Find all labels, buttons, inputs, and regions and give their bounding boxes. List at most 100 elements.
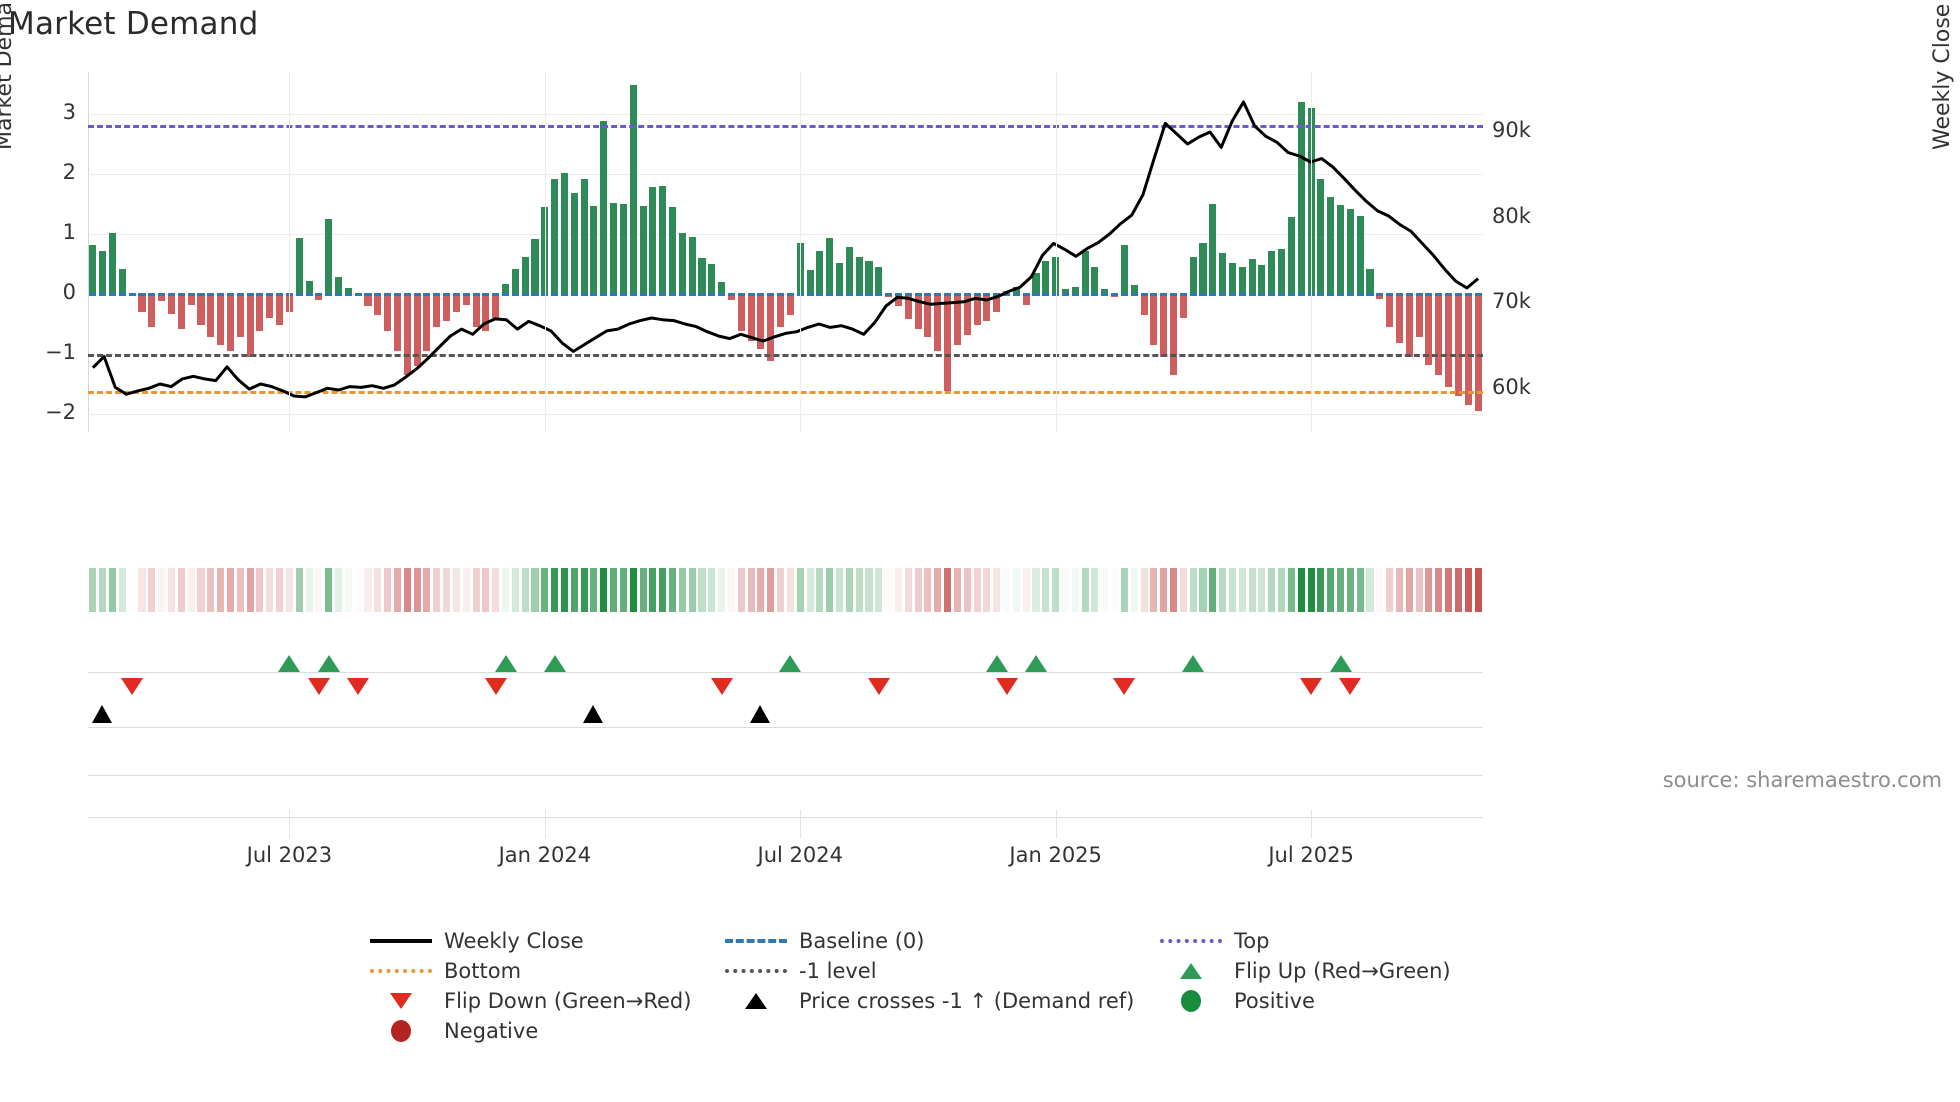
heatmap-cell bbox=[590, 568, 598, 612]
heatmap-cell bbox=[1160, 568, 1168, 612]
flip-up-marker bbox=[278, 655, 301, 672]
demand-bar bbox=[845, 247, 853, 294]
baseline-cap bbox=[924, 293, 932, 296]
demand-bar bbox=[1091, 267, 1099, 294]
demand-bar bbox=[393, 294, 401, 351]
heatmap-cell bbox=[698, 568, 706, 612]
legend-item[interactable]: Top bbox=[1158, 922, 1269, 960]
gridline bbox=[88, 174, 1483, 175]
baseline-cap bbox=[138, 293, 146, 296]
baseline-cap bbox=[1425, 293, 1433, 296]
legend-swatch bbox=[1158, 990, 1224, 1012]
heatmap-cell bbox=[226, 568, 234, 612]
baseline-cap bbox=[1160, 293, 1168, 296]
heatmap-cell bbox=[1474, 568, 1482, 612]
heatmap-cell bbox=[806, 568, 814, 612]
baseline-cap bbox=[1307, 293, 1315, 296]
heatmap-cell bbox=[177, 568, 185, 612]
heatmap-cell bbox=[639, 568, 647, 612]
flip-down-marker bbox=[995, 678, 1018, 695]
legend-swatch bbox=[368, 993, 434, 1009]
flip-down-marker bbox=[307, 678, 330, 695]
baseline-cap bbox=[1170, 293, 1178, 296]
heatmap-cell bbox=[668, 568, 677, 612]
legend-item[interactable]: Price crosses -1 ↑ (Demand ref) bbox=[723, 982, 1134, 1020]
heatmap-cell bbox=[354, 568, 362, 612]
demand-bar bbox=[1150, 294, 1158, 345]
x-tick-label: Jul 2025 bbox=[1268, 843, 1354, 867]
baseline-cap bbox=[590, 293, 598, 296]
baseline-cap bbox=[600, 293, 608, 296]
baseline-cap bbox=[1120, 293, 1128, 296]
flip-down-marker bbox=[484, 678, 507, 695]
demand-bar bbox=[1317, 178, 1325, 294]
heatmap-cell bbox=[708, 568, 716, 612]
heatmap-cell bbox=[1307, 568, 1315, 612]
heatmap-cell bbox=[1042, 568, 1050, 612]
baseline-cap bbox=[433, 293, 441, 296]
heatmap-cell bbox=[187, 568, 195, 612]
demand-bar bbox=[963, 294, 971, 335]
heatmap-cell bbox=[462, 568, 470, 612]
demand-bar bbox=[1435, 294, 1443, 375]
baseline-cap bbox=[1346, 293, 1354, 296]
right-tick-label: 90k bbox=[1492, 118, 1531, 142]
demand-bar bbox=[1258, 265, 1266, 294]
baseline-cap bbox=[158, 293, 166, 296]
demand-bar bbox=[423, 294, 431, 351]
heatmap-cell bbox=[158, 568, 166, 612]
heatmap-cell bbox=[826, 568, 834, 612]
heatmap-cell bbox=[1130, 568, 1138, 612]
demand-bar bbox=[934, 294, 942, 351]
x-gridline bbox=[1311, 72, 1313, 432]
demand-bar bbox=[688, 237, 696, 294]
heatmap-cell bbox=[1022, 568, 1030, 612]
heatmap-cell bbox=[963, 568, 971, 612]
legend-item[interactable]: Negative bbox=[368, 1012, 538, 1050]
heatmap-cell bbox=[1179, 568, 1187, 612]
heatmap-cell bbox=[1415, 568, 1423, 612]
heatmap-cell bbox=[904, 568, 912, 612]
flip-up-marker bbox=[494, 655, 517, 672]
heatmap-cell bbox=[1091, 568, 1099, 612]
heatmap-cell bbox=[217, 568, 225, 612]
heatmap-cell bbox=[1101, 568, 1109, 612]
demand-bar bbox=[177, 294, 185, 329]
baseline-cap bbox=[845, 293, 853, 296]
baseline-cap bbox=[1022, 293, 1030, 296]
legend-item[interactable]: Weekly Close bbox=[368, 922, 584, 960]
baseline-cap bbox=[1130, 293, 1138, 296]
heatmap-cell bbox=[1111, 568, 1119, 612]
legend-item[interactable]: Baseline (0) bbox=[723, 922, 924, 960]
demand-bar bbox=[443, 294, 451, 321]
heatmap-cell bbox=[1346, 568, 1354, 612]
price-cross-row-line bbox=[88, 775, 1483, 776]
legend-item[interactable]: Positive bbox=[1158, 982, 1315, 1020]
demand-bar bbox=[207, 294, 215, 338]
demand-bar bbox=[551, 178, 559, 294]
heatmap-cell bbox=[1248, 568, 1256, 612]
heatmap-cell bbox=[1366, 568, 1374, 612]
legend-item[interactable]: Flip Down (Green→Red) bbox=[368, 982, 691, 1020]
legend-item[interactable]: Flip Up (Red→Green) bbox=[1158, 952, 1451, 990]
legend-item[interactable]: -1 level bbox=[723, 952, 877, 990]
demand-bar bbox=[767, 294, 775, 362]
demand-bar bbox=[1209, 204, 1217, 294]
legend-label: Flip Up (Red→Green) bbox=[1234, 959, 1451, 983]
heatmap-cell bbox=[835, 568, 844, 612]
demand-bar bbox=[1140, 294, 1148, 315]
baseline-cap bbox=[1081, 293, 1089, 296]
legend-item[interactable]: Bottom bbox=[368, 952, 521, 990]
heatmap-cell bbox=[973, 568, 981, 612]
heatmap-cell bbox=[786, 568, 794, 612]
baseline-cap bbox=[492, 293, 500, 296]
x-tick-label: Jul 2024 bbox=[757, 843, 843, 867]
baseline-cap bbox=[1052, 293, 1060, 296]
baseline-cap bbox=[747, 293, 755, 296]
heatmap-cell bbox=[521, 568, 529, 612]
baseline-cap bbox=[757, 293, 765, 296]
legend-swatch bbox=[1158, 939, 1224, 943]
demand-bar bbox=[875, 267, 883, 294]
heatmap-cell bbox=[541, 568, 549, 612]
baseline-cap bbox=[197, 293, 205, 296]
